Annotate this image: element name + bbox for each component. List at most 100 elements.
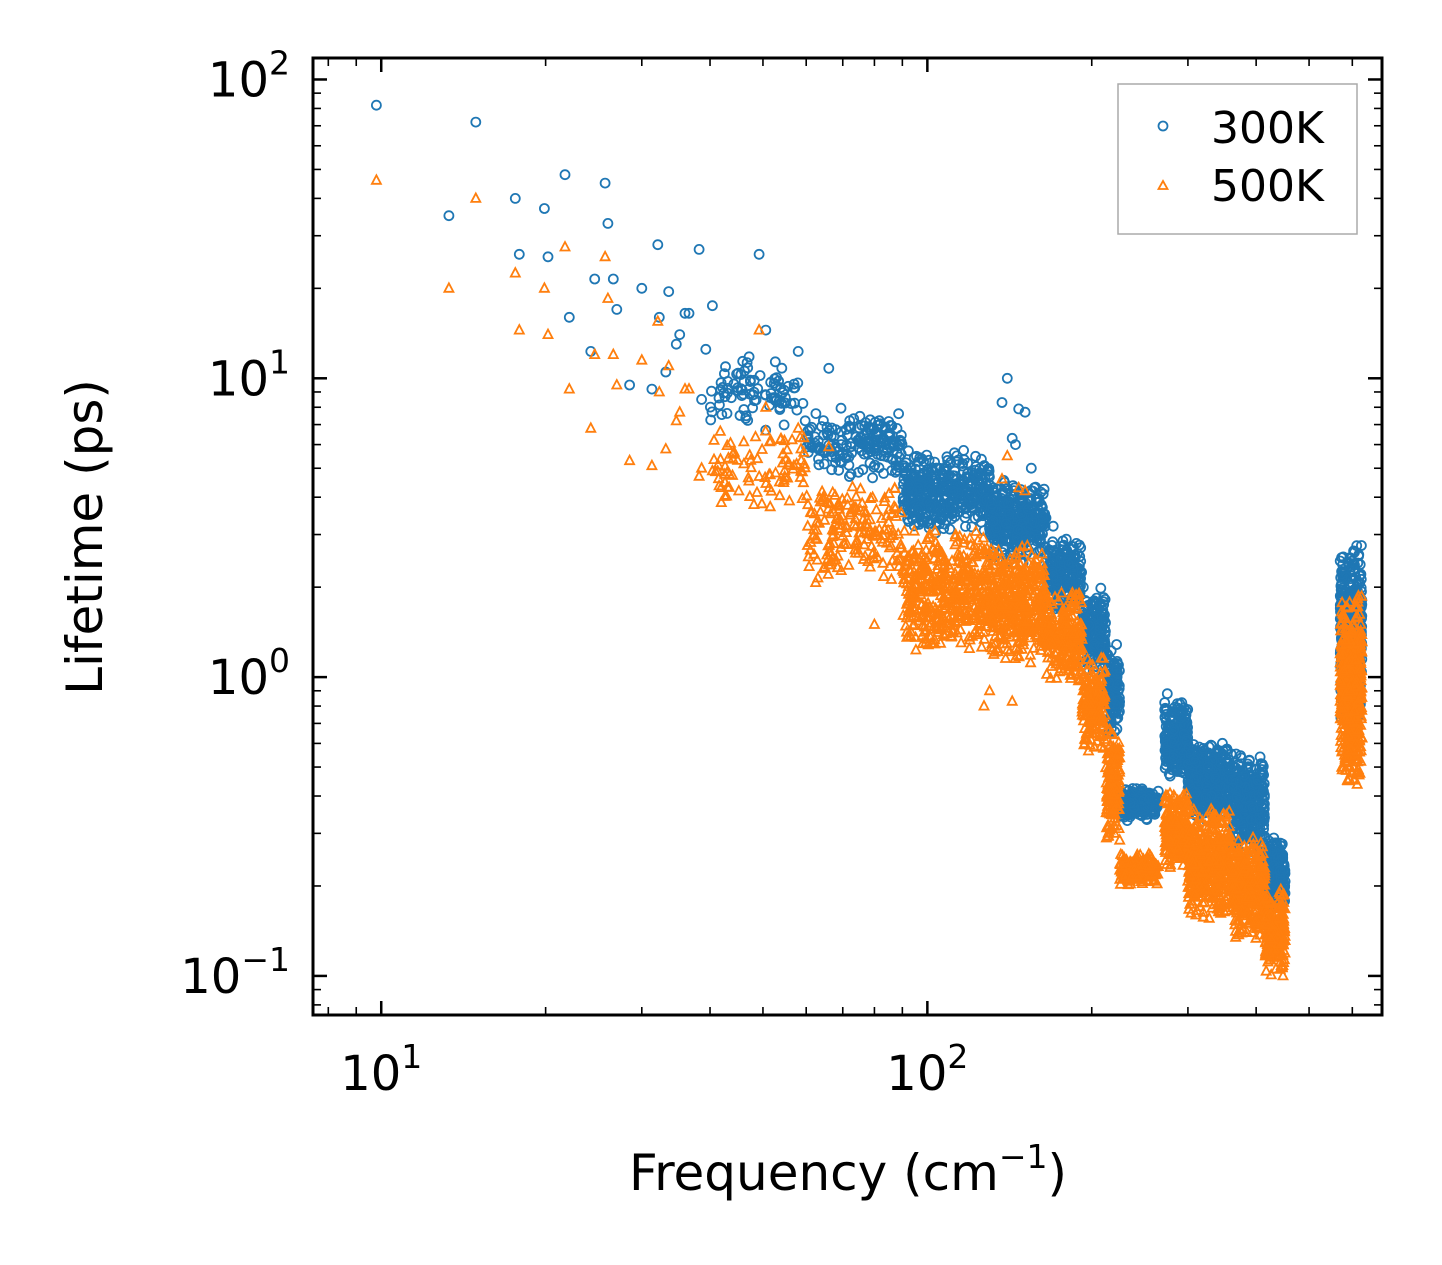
- point-300k-3: [509, 192, 521, 204]
- point-300k-7: [559, 169, 571, 181]
- point-300k-669: [910, 511, 922, 523]
- point-300k-204: [854, 410, 866, 422]
- point-300k-201: [867, 472, 878, 484]
- point-500k-2: [469, 191, 482, 203]
- point-500k-159: [801, 519, 814, 531]
- point-300k-37: [1019, 406, 1031, 418]
- point-300k-276: [870, 427, 882, 439]
- point-300k-637: [947, 490, 959, 502]
- point-300k-30: [753, 248, 765, 260]
- point-300k-312: [855, 436, 867, 448]
- point-300k-32: [792, 345, 804, 357]
- point-300k-13: [607, 273, 619, 285]
- point-300k-134: [774, 402, 786, 414]
- point-300k-40: [1025, 462, 1037, 474]
- point-500k-85: [773, 488, 786, 501]
- point-300k-269: [802, 425, 814, 437]
- point-300k-22: [670, 338, 682, 350]
- point-300k-29: [707, 300, 718, 312]
- point-300k-10: [589, 273, 601, 285]
- point-300k-135: [740, 412, 752, 424]
- point-300k-137: [732, 382, 743, 394]
- point-300k-46: [1161, 688, 1173, 700]
- point-300k-101: [716, 409, 728, 421]
- point-300k-713: [912, 504, 924, 516]
- point-300k-100: [760, 389, 771, 401]
- point-300k-291: [818, 458, 830, 470]
- point-500k-5: [538, 281, 551, 293]
- point-300k-302: [858, 448, 870, 460]
- point-500k-132: [755, 496, 768, 509]
- point-300k-304: [826, 422, 838, 434]
- point-300k-120: [719, 368, 730, 380]
- point-300k-282: [859, 420, 871, 432]
- point-300k-716: [914, 471, 926, 483]
- point-300k-80: [731, 368, 742, 380]
- point-500k-294: [877, 556, 889, 568]
- point-300k-316: [872, 448, 883, 460]
- point-300k-8: [563, 311, 575, 323]
- point-300k-23: [674, 329, 686, 341]
- point-500k-3: [509, 266, 522, 278]
- point-500k-306: [811, 553, 824, 565]
- point-500k-69: [732, 484, 745, 496]
- point-500k-286: [870, 502, 883, 515]
- point-300k-39: [1010, 439, 1021, 451]
- point-300k-736: [925, 500, 937, 512]
- point-300k-650: [906, 492, 917, 504]
- point-500k-334: [898, 524, 911, 536]
- point-300k-96: [715, 377, 727, 389]
- point-500k-102: [786, 432, 799, 445]
- point-500k-6: [542, 327, 554, 340]
- point-300k-1: [443, 210, 455, 222]
- point-300k-119: [745, 374, 756, 386]
- point-500k-11: [599, 249, 612, 262]
- point-300k-307: [872, 419, 883, 431]
- point-300k-732: [968, 494, 980, 506]
- point-300k-1416: [1095, 582, 1107, 594]
- point-500k-8: [563, 382, 576, 394]
- point-500k-65: [714, 424, 727, 436]
- point-300k-272: [843, 420, 855, 432]
- point-300k-277: [812, 435, 824, 447]
- point-300k-6: [542, 251, 554, 263]
- point-300k-103: [788, 382, 800, 394]
- point-500k-15: [623, 453, 636, 466]
- point-300k-110: [742, 414, 754, 426]
- point-300k-251: [853, 442, 864, 454]
- point-300k-443: [960, 521, 971, 532]
- point-300k-133: [738, 388, 749, 400]
- point-300k-270: [886, 420, 898, 432]
- data-points: [370, 99, 1368, 981]
- point-500k-101: [749, 429, 762, 442]
- point-300k-585: [958, 444, 969, 456]
- point-300k-708: [945, 497, 956, 508]
- point-300k-710: [959, 512, 971, 523]
- point-300k-707: [932, 485, 944, 497]
- point-300k-106: [778, 419, 790, 431]
- point-300k-122: [770, 380, 782, 392]
- point-300k-232: [882, 451, 894, 463]
- point-300k-286: [813, 453, 824, 465]
- point-300k-647: [949, 511, 961, 522]
- point-300k-281: [826, 464, 838, 476]
- point-500k-164: [800, 489, 813, 501]
- point-300k-19: [653, 311, 665, 323]
- point-300k-235: [857, 464, 869, 476]
- point-300k-216: [844, 471, 855, 482]
- point-500k-4: [513, 323, 526, 335]
- point-300k-717: [930, 501, 942, 513]
- point-300k-4: [513, 248, 525, 260]
- point-500k-307: [888, 481, 901, 493]
- point-300k-11: [599, 177, 611, 189]
- point-300k-317: [845, 441, 857, 453]
- point-300k-306: [841, 449, 853, 461]
- point-500k-20: [659, 442, 672, 454]
- point-300k-109: [714, 399, 725, 411]
- point-300k-125: [749, 395, 760, 407]
- point-500k-13: [607, 347, 620, 360]
- point-300k-604: [921, 449, 933, 461]
- point-300k-730: [938, 482, 950, 494]
- point-300k-2: [470, 116, 482, 128]
- point-500k-33: [1001, 448, 1014, 461]
